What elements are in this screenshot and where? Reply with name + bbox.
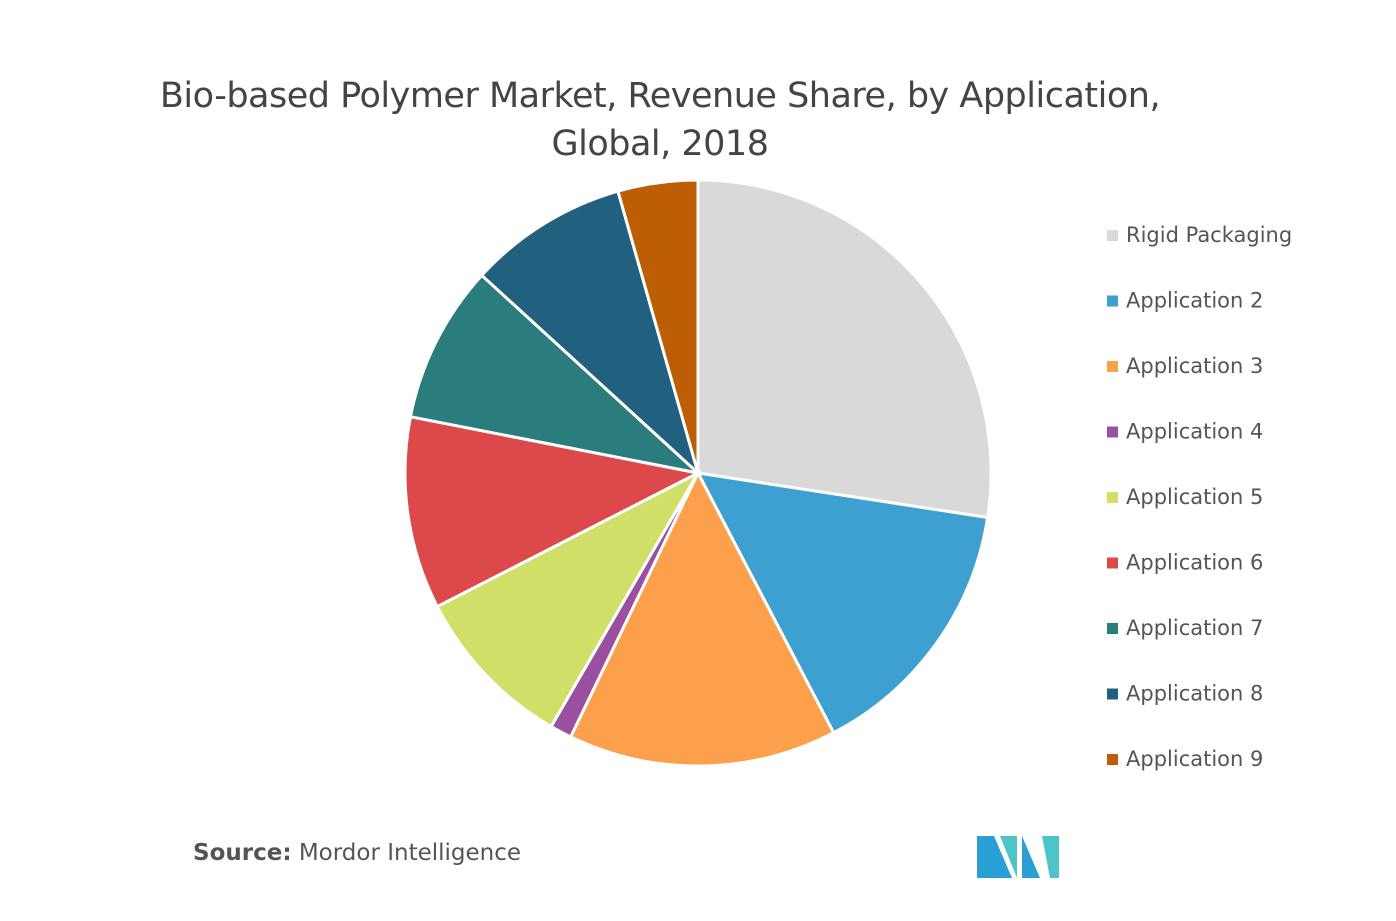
legend-swatch	[1107, 230, 1118, 241]
legend-label: Application 3	[1126, 354, 1263, 378]
legend-label: Application 2	[1126, 289, 1263, 313]
pie-slice	[435, 469, 702, 729]
legend-swatch	[1107, 426, 1118, 438]
legend-label: Rigid Packaging	[1126, 223, 1292, 247]
legend-label: Application 6	[1126, 551, 1263, 575]
legend-swatch	[1107, 754, 1118, 765]
legend-swatch	[1107, 492, 1118, 503]
pie-slice	[568, 469, 836, 768]
source-text: Mordor Intelligence	[298, 840, 522, 866]
legend-swatch	[1107, 557, 1118, 569]
pie-slice	[696, 178, 993, 520]
pie-slice	[479, 189, 701, 478]
pie-slice	[616, 178, 700, 474]
pie-slice	[408, 273, 703, 476]
legend-label: Application 8	[1126, 682, 1263, 706]
pie-slice	[403, 414, 703, 609]
pie-slice	[695, 471, 990, 735]
legend-label: Application 5	[1126, 485, 1263, 509]
legend-swatch	[1107, 361, 1118, 372]
legend-label: Application 9	[1126, 747, 1263, 771]
legend-swatch	[1107, 295, 1118, 307]
source-label: Source:	[193, 840, 292, 866]
logo	[977, 836, 1059, 878]
legend-swatch	[1107, 623, 1118, 634]
legend-label: Application 4	[1126, 420, 1263, 444]
legend-swatch	[1107, 688, 1118, 700]
legend-label: Application 7	[1126, 616, 1263, 640]
chart-title: Bio-based Polymer Market, Revenue Share,…	[159, 76, 1161, 164]
source: Source: Mordor Intelligence	[193, 840, 521, 866]
